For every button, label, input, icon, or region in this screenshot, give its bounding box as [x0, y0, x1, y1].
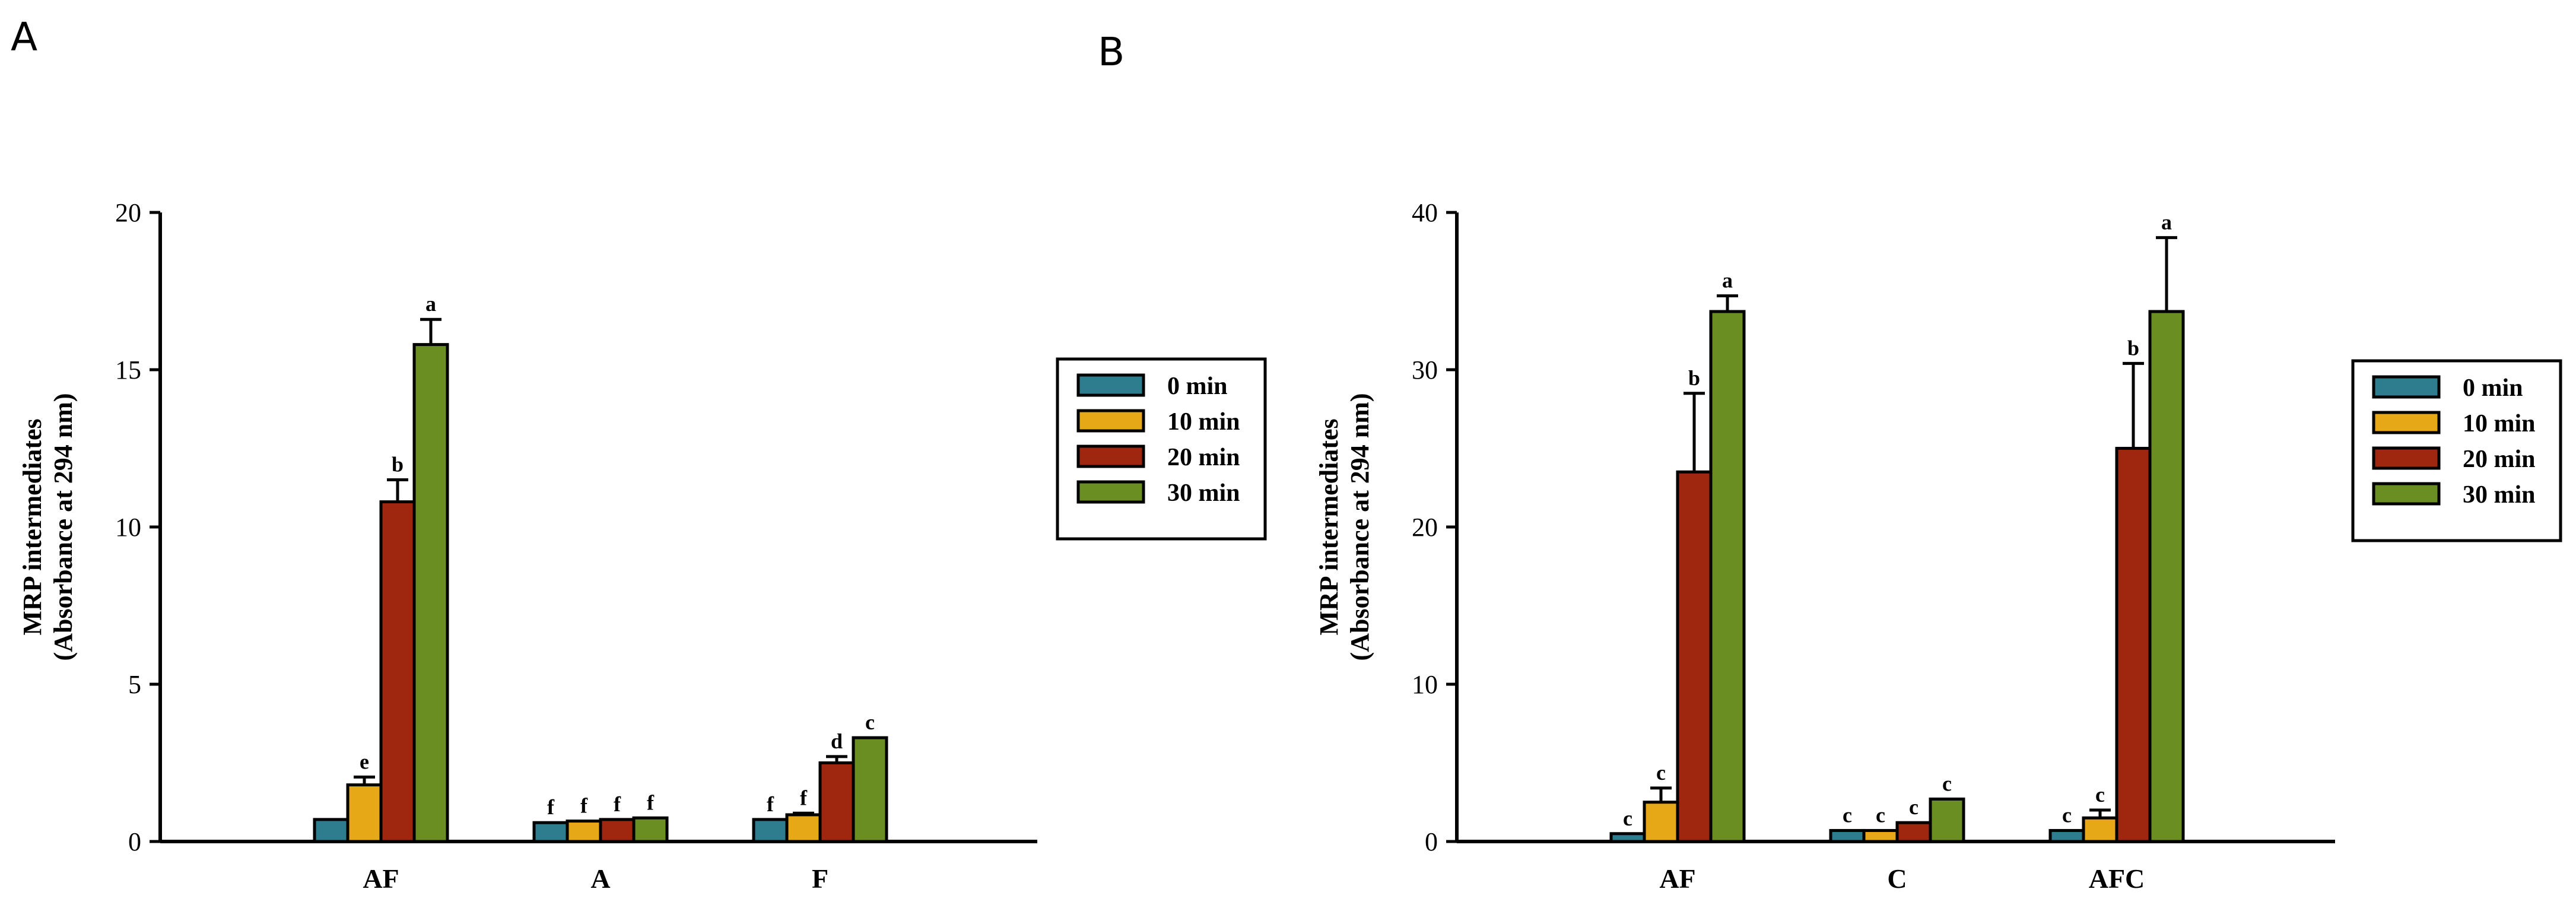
bar-a-10min [566, 820, 602, 843]
legend-swatch [2372, 446, 2441, 470]
significance-letter: c [865, 710, 875, 734]
significance-letter: d [831, 729, 843, 753]
y-axis-label-line1: MRP intermediates [1314, 418, 1343, 635]
x-tick-label: AF [1659, 863, 1695, 894]
significance-letter: a [2161, 210, 2172, 234]
significance-letter: c [1843, 803, 1852, 827]
legend-label: 30 min [2463, 481, 2536, 509]
legend-label: 0 min [1167, 373, 1228, 400]
bar-af-20min [379, 500, 416, 843]
significance-letter: c [1623, 806, 1632, 830]
x-tick-label: A [590, 863, 610, 894]
y-tick-label: 10 [1412, 670, 1438, 699]
bar-afc-10min [2082, 816, 2118, 843]
significance-letter: b [392, 453, 404, 477]
significance-letter: f [614, 792, 621, 816]
significance-letter: f [580, 794, 588, 818]
legend-swatch [1076, 373, 1145, 397]
legend-label: 0 min [2463, 374, 2523, 402]
bar-f-30min [852, 736, 888, 843]
bar-afc-20min [2115, 447, 2152, 843]
bar-af-10min [1643, 801, 1679, 843]
y-tick-label: 15 [115, 355, 141, 385]
significance-letter: c [2062, 803, 2072, 827]
significance-letter: b [2127, 336, 2139, 360]
y-axis-label-line1: MRP intermediates [18, 418, 47, 635]
y-axis-label: MRP intermediates(Absorbance at 294 nm) [18, 393, 78, 661]
significance-letter: a [1722, 268, 1733, 292]
legend-label: 20 min [2463, 446, 2536, 473]
x-tick-label: F [812, 863, 828, 894]
significance-letter: c [1876, 803, 1885, 827]
significance-letter: f [547, 795, 555, 819]
significance-letter: b [1688, 366, 1700, 390]
bar-f-0min [752, 818, 789, 843]
y-tick-label: 10 [115, 513, 141, 542]
significance-letter: c [2095, 783, 2105, 806]
bar-f-10min [785, 813, 822, 843]
bar-af-20min [1676, 470, 1713, 843]
legend-label: 30 min [1167, 480, 1240, 507]
legend-label: 10 min [2463, 410, 2536, 437]
significance-letter: e [360, 750, 369, 773]
y-axis-label-line2: (Absorbance at 294 nm) [1345, 393, 1374, 661]
chart-panel-b: 0 10 20 30 40 MRP intermediates(Absorbance at… [1314, 198, 2562, 894]
significance-letter: f [647, 790, 655, 814]
bar-a-20min [599, 818, 636, 843]
bar-af-0min [313, 818, 350, 843]
bar-c-10min [1862, 828, 1899, 843]
legend-swatch [1076, 409, 1145, 433]
legend-swatch [1076, 480, 1145, 504]
y-tick-label: 30 [1412, 355, 1438, 385]
bar-f-20min [818, 761, 855, 843]
legend-swatch [2372, 375, 2441, 399]
significance-letter: f [800, 786, 808, 809]
legend-label: 20 min [1167, 444, 1240, 471]
significance-letter: a [425, 292, 436, 316]
bar-afc-0min [2048, 828, 2085, 843]
y-tick-label: 20 [115, 198, 141, 227]
legend-swatch [2372, 411, 2441, 434]
bar-a-30min [632, 816, 669, 843]
bar-a-0min [532, 821, 569, 843]
panel-label-b: B [1098, 29, 1125, 75]
legend-swatch [1076, 444, 1145, 468]
significance-letter: c [1656, 761, 1666, 785]
bar-af-10min [346, 783, 383, 843]
bar-af-0min [1609, 832, 1646, 843]
y-tick-label: 5 [128, 670, 141, 699]
legend-label: 10 min [1167, 408, 1240, 436]
y-tick-label: 40 [1412, 198, 1438, 227]
significance-letter: c [1909, 795, 1918, 819]
bar-c-0min [1829, 828, 1866, 843]
x-tick-label: AFC [2089, 863, 2145, 894]
bar-afc-30min [2148, 310, 2185, 843]
legend-swatch [2372, 482, 2441, 506]
x-tick-label: AF [363, 863, 399, 894]
bar-c-30min [1929, 797, 1965, 843]
x-tick-label: C [1887, 863, 1907, 894]
significance-letter: c [1942, 771, 1952, 795]
y-axis-label-line2: (Absorbance at 294 nm) [49, 393, 78, 661]
bar-c-20min [1895, 821, 1932, 843]
y-axis-label: MRP intermediates(Absorbance at 294 nm) [1314, 393, 1374, 661]
chart-panel-a: 0 5 10 15 20 MRP intermediates(Absorbance at … [18, 198, 1267, 894]
y-tick-label: 0 [1425, 827, 1438, 856]
y-tick-label: 0 [128, 827, 141, 856]
panel-label-a: A [11, 14, 37, 60]
significance-letter: f [767, 792, 774, 816]
bar-af-30min [1709, 310, 1746, 843]
y-tick-label: 20 [1412, 513, 1438, 542]
bar-af-30min [412, 343, 449, 843]
